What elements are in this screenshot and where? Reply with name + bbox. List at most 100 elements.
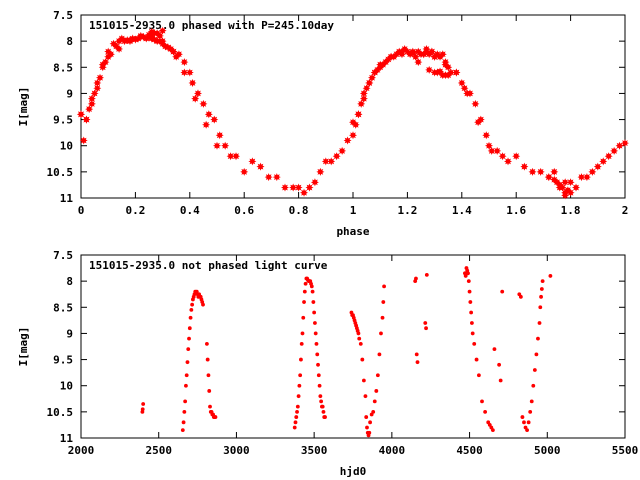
data-point (529, 399, 534, 404)
chart-title: 151015-2935.0 not phased light curve (89, 259, 328, 272)
data-point (538, 305, 543, 310)
data-point (272, 173, 281, 182)
data-point (295, 404, 300, 409)
data-point (299, 341, 304, 346)
x-tick-label: 5000 (534, 444, 561, 457)
data-point (281, 183, 289, 192)
y-tick-label: 9.5 (53, 114, 73, 127)
data-point (485, 141, 493, 150)
y-tick-label: 10 (60, 140, 73, 153)
data-point (295, 409, 299, 414)
data-point (480, 399, 484, 404)
data-point (155, 31, 164, 40)
data-point (316, 167, 325, 176)
data-point (302, 300, 306, 304)
data-point (79, 136, 88, 145)
data-point (310, 289, 315, 294)
x-tick-label: 1.8 (561, 204, 581, 217)
data-point (438, 50, 447, 59)
data-point (357, 99, 366, 108)
data-point (522, 420, 526, 425)
data-point (359, 89, 368, 98)
data-point (487, 146, 496, 155)
data-point (466, 279, 471, 284)
data-point (457, 79, 466, 87)
data-point (82, 115, 91, 124)
data-point (321, 157, 330, 166)
data-point (525, 428, 529, 433)
data-point (372, 399, 377, 404)
data-point (297, 383, 302, 388)
data-point (577, 173, 586, 182)
y-tick-label: 8.5 (53, 61, 73, 74)
data-point (548, 274, 553, 278)
y-tick-label: 10 (60, 380, 73, 393)
data-point (199, 99, 208, 108)
x-tick-label: 1.4 (452, 204, 472, 217)
data-point (467, 289, 472, 294)
data-point (186, 347, 191, 352)
data-point (572, 183, 580, 192)
data-point (158, 37, 167, 46)
x-tick-label: 1 (350, 204, 357, 217)
y-tick-label: 10.5 (47, 166, 74, 179)
data-point (96, 73, 104, 82)
data-point (145, 30, 153, 39)
data-point (476, 373, 481, 378)
data-point (566, 188, 575, 197)
y-axis-label: I[mag] (17, 327, 30, 367)
data-point (368, 73, 376, 82)
data-point (365, 425, 369, 430)
data-point (204, 110, 213, 119)
data-point (380, 315, 385, 320)
data-point (190, 302, 195, 307)
x-tick-label: 0.4 (180, 204, 200, 217)
data-point (536, 167, 545, 176)
x-tick-label: 0.2 (125, 204, 145, 217)
data-point (561, 188, 570, 197)
data-point (174, 50, 183, 59)
y-tick-label: 8 (66, 35, 73, 48)
data-point (424, 272, 429, 277)
data-points (140, 266, 553, 438)
data-point (357, 336, 362, 341)
data-point (371, 409, 376, 414)
data-point (364, 415, 369, 419)
x-tick-label: 4500 (456, 444, 483, 457)
data-point (566, 178, 575, 187)
data-point (359, 94, 368, 103)
data-point (436, 67, 444, 76)
data-point (498, 152, 507, 161)
x-tick-label: 2000 (68, 444, 95, 457)
data-point (213, 141, 221, 150)
data-point (512, 152, 521, 161)
data-point (248, 157, 257, 166)
data-point (194, 89, 202, 98)
data-point (343, 136, 352, 145)
data-point (215, 131, 224, 140)
chart-2: 2000 2500 3000 3500 4000 4500 5000 5500 7.5 8 8.5 9… (17, 249, 638, 478)
data-point (87, 94, 96, 103)
data-point (207, 389, 212, 393)
x-axis-label: phase (336, 225, 369, 238)
data-point (593, 162, 602, 171)
data-point (550, 167, 559, 176)
data-point (317, 383, 322, 388)
data-point (338, 146, 347, 155)
data-point (423, 321, 428, 325)
data-point (115, 45, 124, 53)
data-point (540, 279, 545, 284)
data-point (314, 341, 319, 346)
data-point (424, 326, 428, 331)
data-point (354, 110, 363, 119)
data-point (305, 183, 314, 192)
data-point (182, 409, 187, 414)
data-point (185, 360, 190, 365)
data-point (210, 115, 219, 124)
data-point (321, 409, 326, 414)
data-points (77, 26, 629, 200)
data-point (362, 84, 371, 93)
data-point (87, 99, 96, 108)
data-point (93, 84, 102, 93)
data-point (367, 430, 372, 435)
